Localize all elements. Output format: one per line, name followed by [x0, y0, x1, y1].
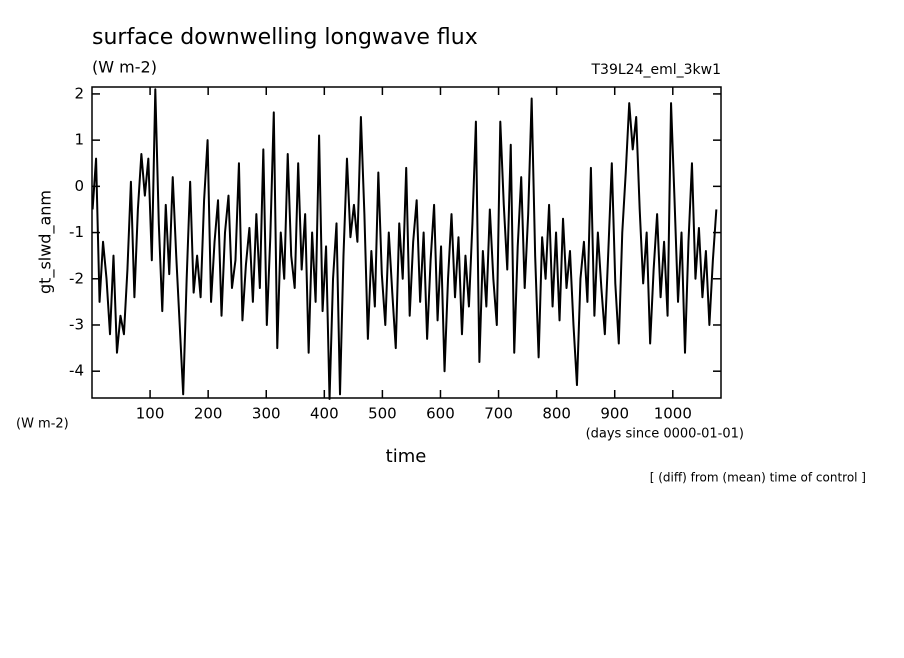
x-tick-label: 200 [194, 405, 223, 423]
y-tick-label: -3 [69, 315, 84, 333]
x-tick-label: 600 [426, 405, 455, 423]
x-tick-label: 500 [368, 405, 397, 423]
x-tick-label: 800 [542, 405, 571, 423]
units-label: (W m-2) [92, 58, 157, 77]
data-line [91, 88, 718, 400]
x-tick-label: 1000 [654, 405, 692, 423]
y-tick-label: -2 [69, 269, 84, 287]
y-tick-label: -4 [69, 362, 84, 380]
run-label: T39L24_eml_3kw1 [591, 62, 722, 78]
x-axis-title: time [386, 446, 427, 467]
chart-title: surface downwelling longwave flux [92, 25, 478, 50]
units-label: (W m-2) [16, 417, 69, 432]
x-tick-label: 700 [484, 405, 513, 423]
x-tick-label: 300 [252, 405, 281, 423]
x-tick-label: 900 [600, 405, 629, 423]
plot-frame [91, 86, 722, 399]
x-tick-label: 100 [136, 405, 165, 423]
x-units-label: (days since 0000-01-01) [586, 427, 744, 442]
note: [ (diff) from (mean) time of control ] [650, 471, 866, 485]
x-tick-label: 400 [310, 405, 339, 423]
y-tick-label: 1 [74, 131, 84, 149]
y-tick-label: -1 [69, 223, 84, 241]
y-tick-label: 0 [74, 177, 84, 195]
y-axis-title: gt_slwd_anm [36, 190, 56, 294]
y-tick-label: 2 [74, 84, 84, 102]
